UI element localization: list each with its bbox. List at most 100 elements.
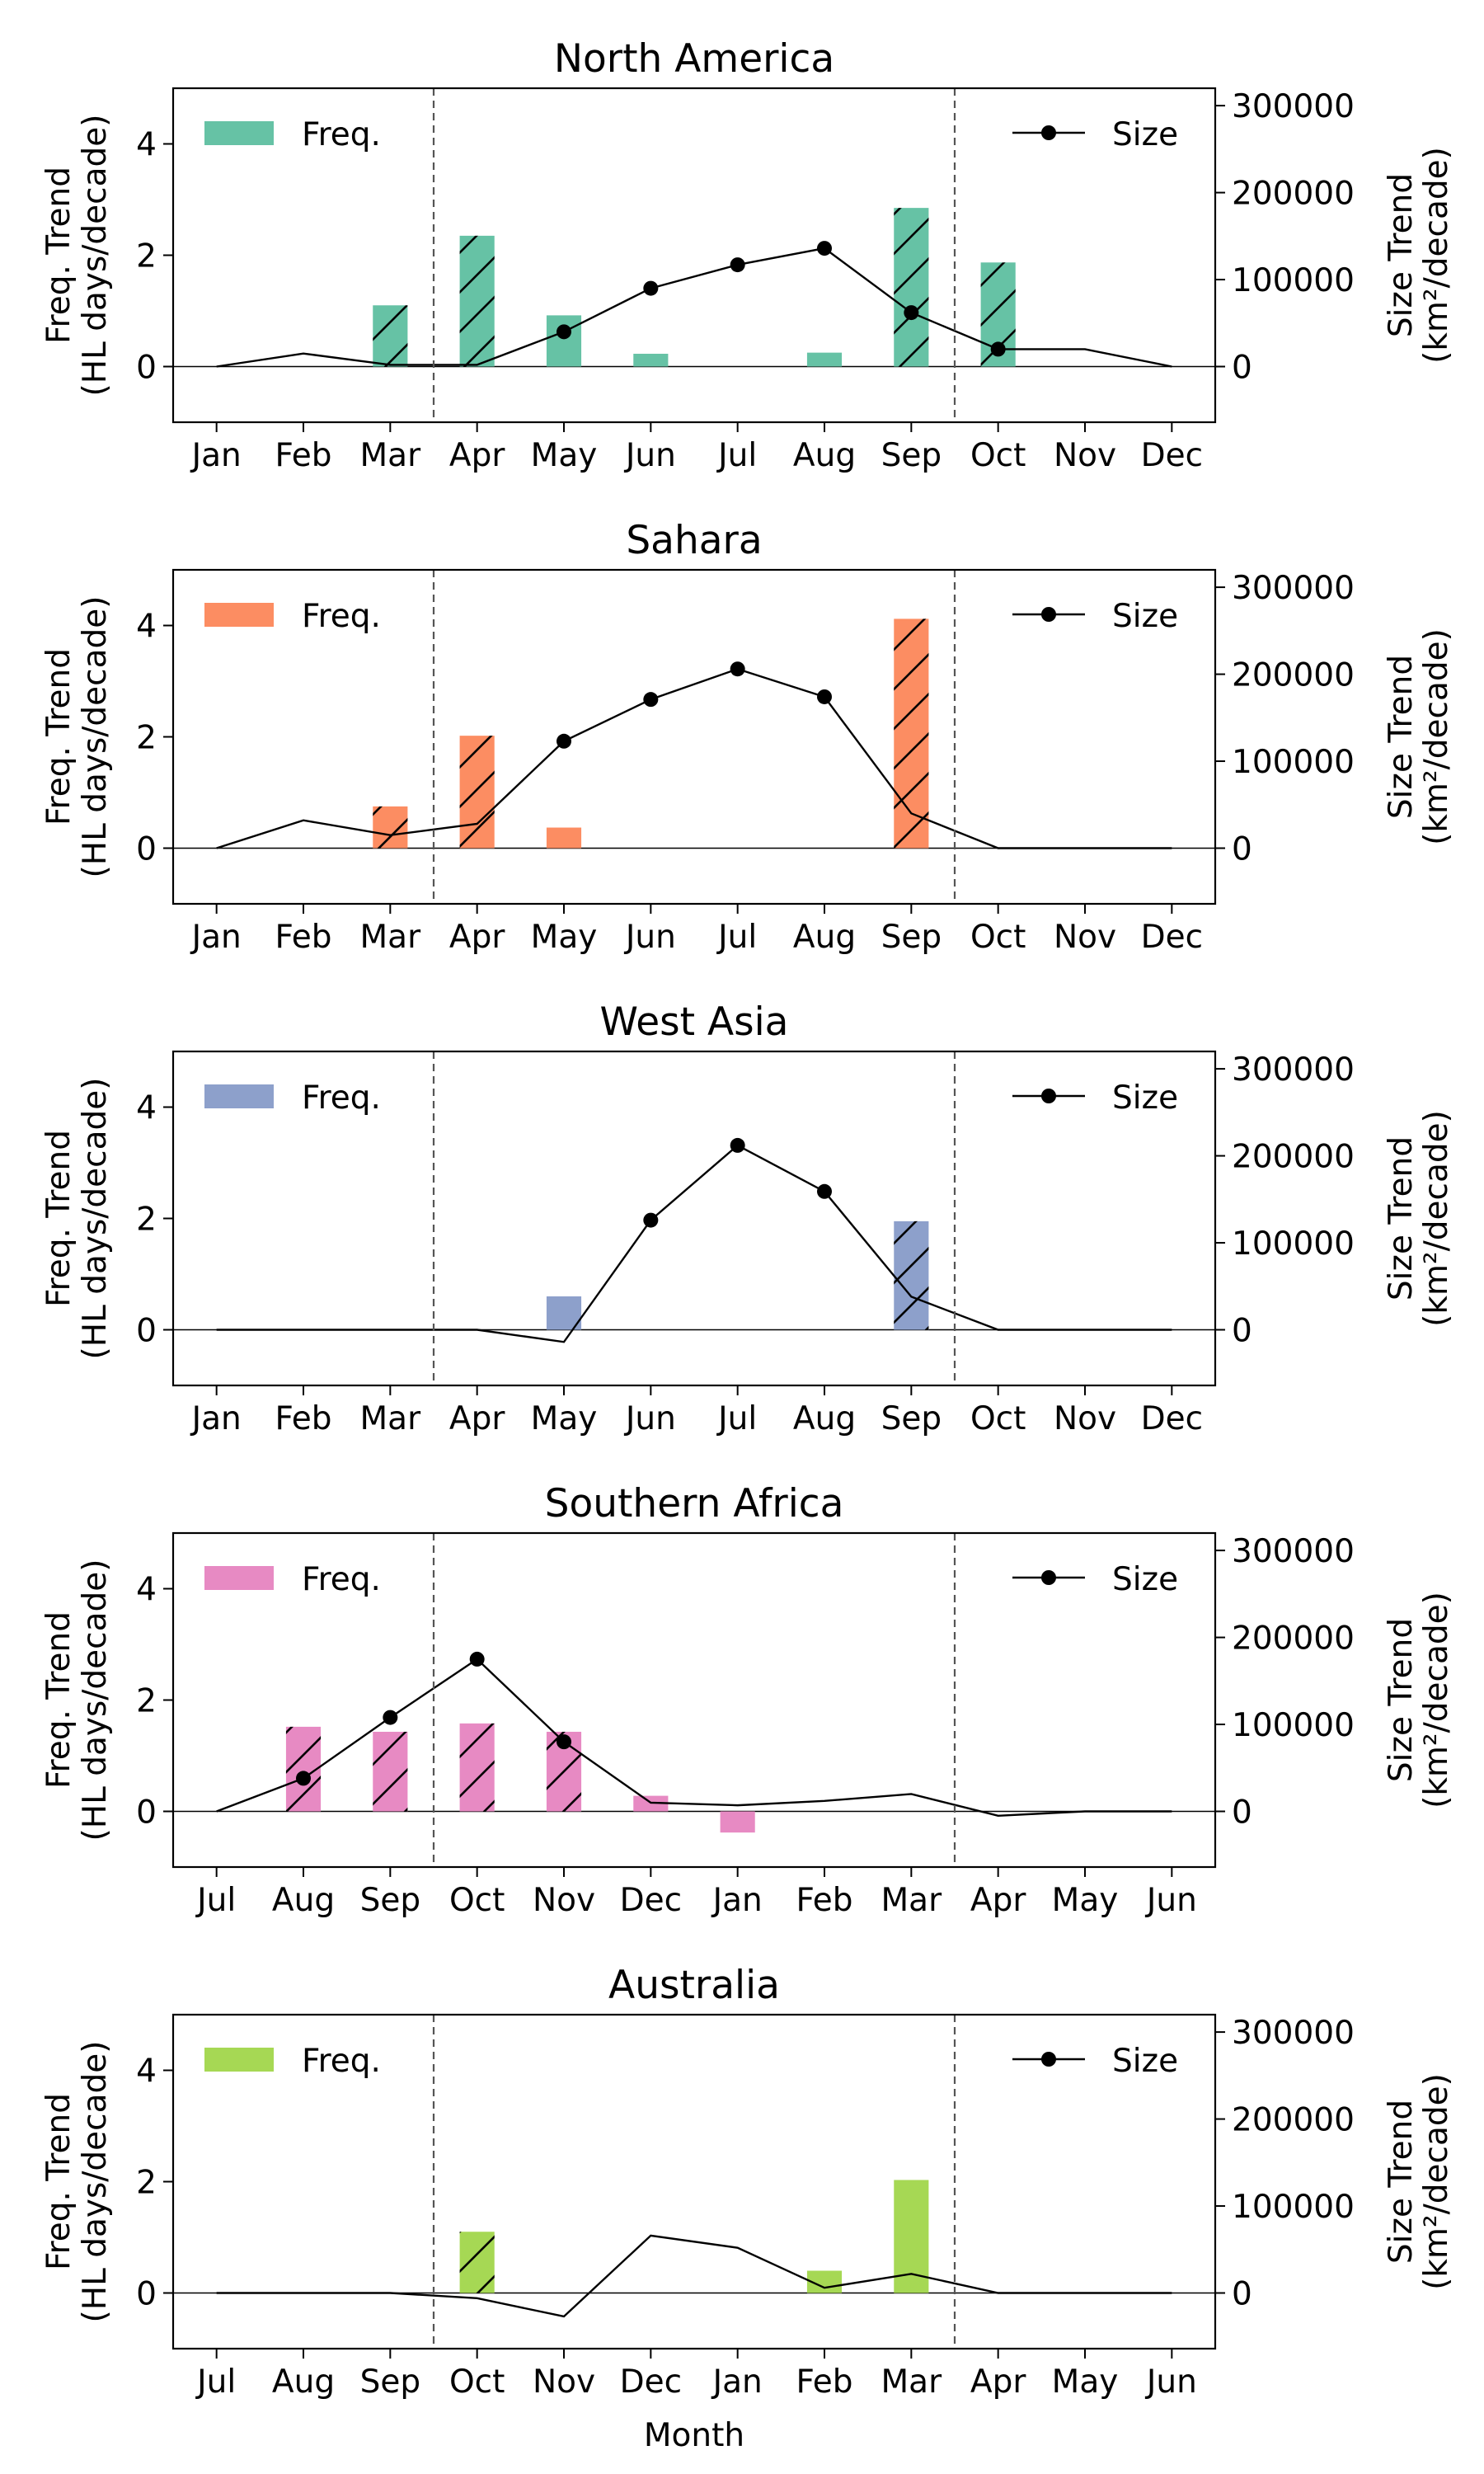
size-point	[469, 1651, 485, 1667]
size-ylabel-line1: Size Trend	[1383, 2100, 1420, 2264]
y-right-tick-label: 100000	[1232, 262, 1355, 299]
y-left-tick-label: 2	[136, 1202, 157, 1239]
freq-ylabel-line1: Freq. Trend	[40, 1130, 77, 1307]
x-tick-label: Feb	[275, 919, 331, 956]
x-tick-label: Mar	[360, 919, 422, 956]
freq-ylabel-line2: (HL days/decade)	[77, 1559, 114, 1841]
x-tick-label: Apr	[970, 1882, 1026, 1919]
x-axis-label: Month	[644, 2417, 744, 2454]
x-tick-label: Dec	[620, 1882, 682, 1919]
legend-freq-swatch	[204, 1566, 274, 1590]
x-tick-label: Nov	[1054, 1400, 1116, 1437]
x-tick-label: Jan	[190, 437, 242, 474]
size-ylabel-line1: Size Trend	[1383, 1618, 1420, 1782]
freq-bar-hatch	[894, 1221, 929, 1330]
y-right-tick-label: 100000	[1232, 1707, 1355, 1744]
freq-bar-hatch	[373, 806, 408, 849]
legend-size-label: Size	[1112, 116, 1178, 153]
x-tick-label: Apr	[449, 1400, 505, 1437]
legend-freq-label: Freq.	[302, 598, 381, 635]
x-tick-label: Sep	[360, 1882, 421, 1919]
y-right-tick-label: 200000	[1232, 657, 1355, 694]
x-tick-label: Sep	[360, 2363, 421, 2401]
panel-title: Australia	[608, 1963, 780, 2008]
x-tick-label: Aug	[272, 2363, 335, 2401]
freq-bar	[546, 827, 582, 849]
x-tick-label: Jan	[190, 919, 242, 956]
x-tick-label: Oct	[970, 919, 1026, 956]
legend-size-marker	[1041, 1570, 1056, 1585]
x-tick-label: Aug	[793, 437, 856, 474]
x-tick-label: Oct	[970, 1400, 1026, 1437]
x-tick-label: Jun	[1144, 1882, 1197, 1919]
freq-bar-hatch	[373, 1731, 408, 1812]
x-tick-label: Jul	[195, 1882, 236, 1919]
panel-north-america: North America Jan Feb Mar Apr May Jun Jul Aug Sep…	[40, 36, 1455, 474]
y-right-tick-label: 0	[1232, 831, 1252, 868]
x-tick-label: Mar	[360, 1400, 422, 1437]
legend-freq-swatch	[204, 2048, 274, 2072]
y-left-tick-label: 4	[136, 1572, 157, 1609]
y-right-tick-label: 0	[1232, 1313, 1252, 1350]
y-right-tick-label: 200000	[1232, 1139, 1355, 1176]
panel-title: North America	[554, 36, 834, 82]
x-tick-label: Nov	[533, 2363, 595, 2401]
x-tick-label: Apr	[449, 437, 505, 474]
freq-ylabel-line2: (HL days/decade)	[77, 1078, 114, 1360]
x-tick-label: Feb	[275, 437, 331, 474]
y-right-tick-label: 0	[1232, 2276, 1252, 2313]
size-point	[990, 341, 1006, 357]
legend-size-label: Size	[1112, 1561, 1178, 1598]
x-tick-label: Feb	[275, 1400, 331, 1437]
x-tick-label: Feb	[796, 1882, 852, 1919]
y-left-tick-label: 0	[136, 350, 157, 387]
y-right-tick-label: 300000	[1232, 1051, 1355, 1089]
size-point	[817, 1183, 832, 1199]
y-left-tick-label: 0	[136, 1313, 157, 1350]
freq-bar-hatch	[459, 1723, 495, 1812]
y-right-tick-label: 200000	[1232, 2102, 1355, 2139]
legend-freq-swatch	[204, 121, 274, 145]
x-tick-label: May	[531, 1400, 598, 1437]
size-point	[730, 257, 745, 273]
freq-ylabel-line2: (HL days/decade)	[77, 596, 114, 878]
x-tick-label: Feb	[796, 2363, 852, 2401]
size-ylabel-line1: Size Trend	[1383, 655, 1420, 819]
y-right-tick-label: 100000	[1232, 2189, 1355, 2226]
x-tick-label: May	[1052, 2363, 1119, 2401]
panel-title: Sahara	[626, 518, 762, 563]
panel-title: Southern Africa	[545, 1481, 844, 1526]
size-line	[216, 247, 1172, 368]
y-left-tick-label: 2	[136, 2165, 157, 2202]
legend-freq-label: Freq.	[302, 116, 381, 153]
y-right-tick-label: 200000	[1232, 1620, 1355, 1658]
panel-west-asia: West Asia Jan Feb Mar Apr May Jun Jul Aug Sep Oct N…	[40, 999, 1455, 1437]
x-tick-label: Sep	[881, 1400, 942, 1437]
panel-sahara: Sahara Jan Feb Mar Apr May Jun Jul Aug Sep Oct Nov D…	[40, 518, 1455, 956]
y-right-tick-label: 0	[1232, 350, 1252, 387]
size-point	[643, 1212, 659, 1228]
x-tick-label: Oct	[449, 1882, 505, 1919]
freq-bar	[546, 315, 582, 367]
size-point	[643, 280, 659, 296]
size-line	[216, 1658, 1172, 1817]
size-point	[556, 1734, 571, 1750]
y-right-tick-label: 300000	[1232, 2015, 1355, 2052]
legend-freq-swatch	[204, 603, 274, 627]
size-point	[817, 689, 832, 704]
x-tick-label: Jul	[195, 2363, 236, 2401]
panel-title: West Asia	[600, 999, 789, 1045]
legend-size-label: Size	[1112, 2043, 1178, 2080]
x-tick-label: Apr	[449, 919, 505, 956]
x-tick-label: Jun	[623, 437, 676, 474]
x-tick-label: Aug	[272, 1882, 335, 1919]
y-left-tick-label: 4	[136, 609, 157, 646]
freq-ylabel-line2: (HL days/decade)	[77, 2041, 114, 2323]
y-left-tick-label: 2	[136, 238, 157, 275]
x-tick-label: Mar	[881, 2363, 943, 2401]
freq-bar-hatch	[894, 208, 929, 367]
y-left-tick-label: 0	[136, 2276, 157, 2313]
size-point	[730, 1137, 745, 1153]
freq-ylabel-line2: (HL days/decade)	[77, 115, 114, 397]
